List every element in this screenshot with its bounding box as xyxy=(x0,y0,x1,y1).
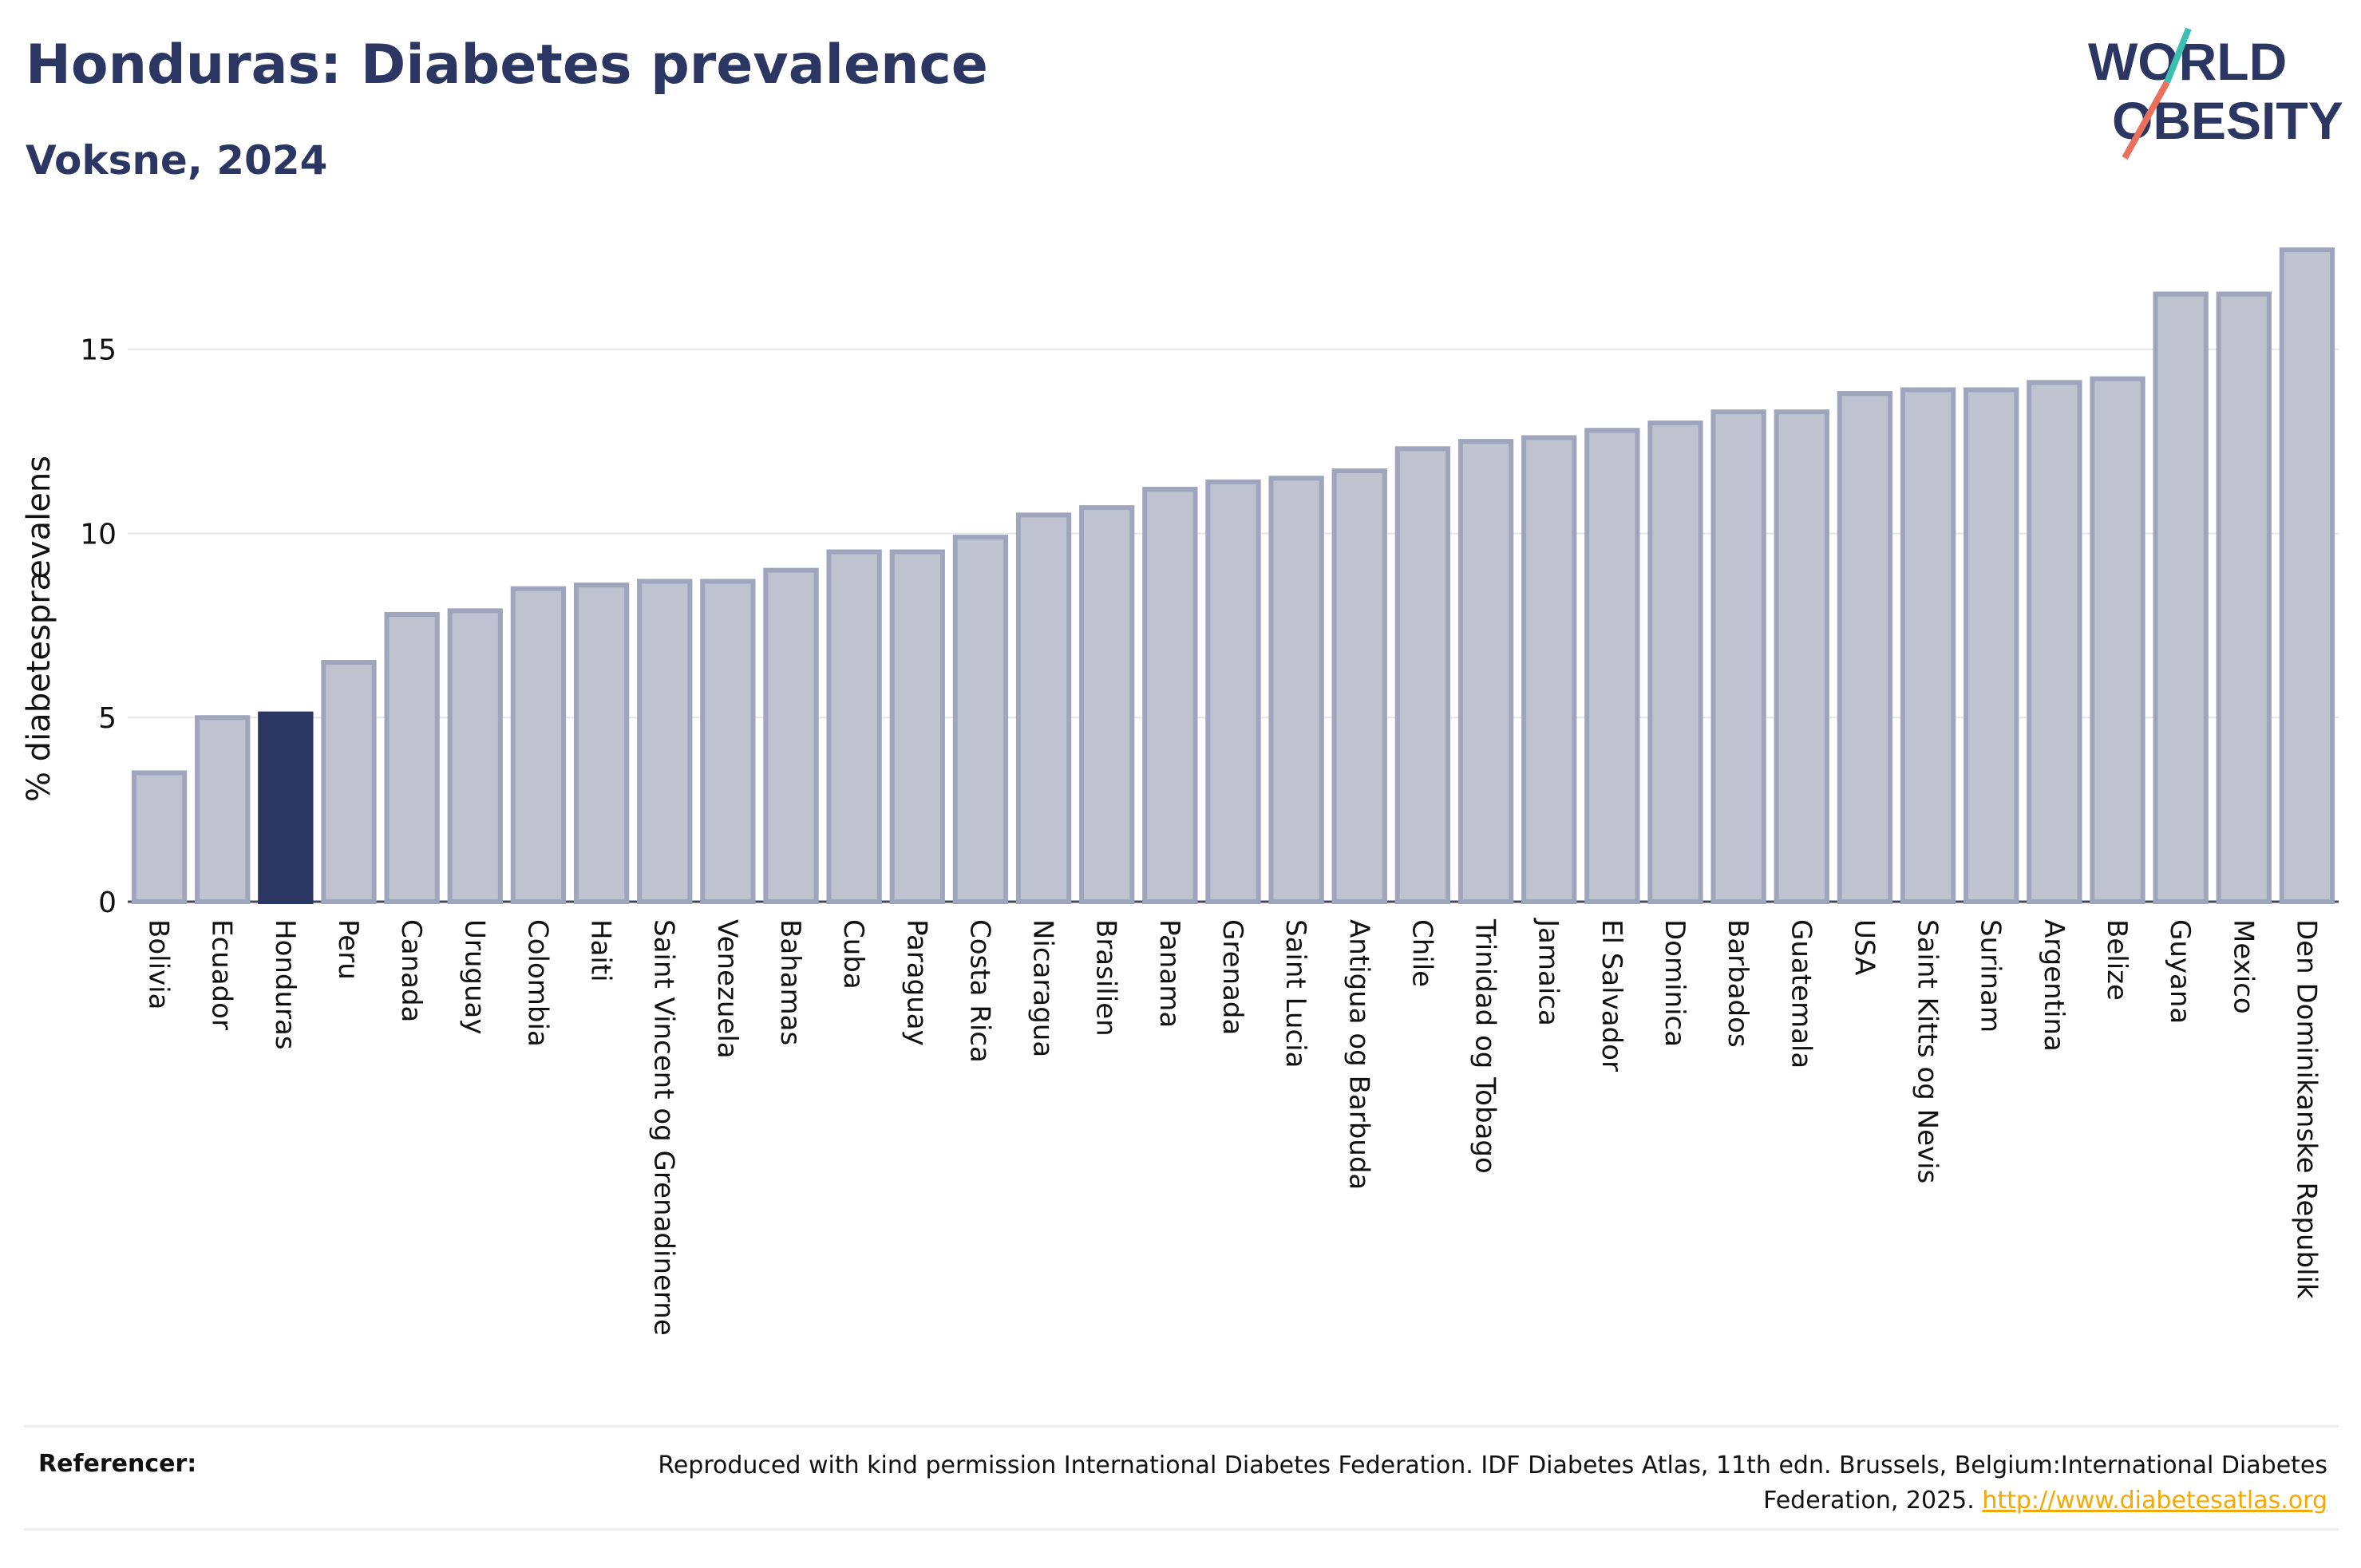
bar[interactable] xyxy=(2216,291,2272,904)
y-tick-labels: 0 5 10 15 xyxy=(80,334,117,919)
bar[interactable] xyxy=(2279,247,2335,905)
bar[interactable] xyxy=(131,770,188,905)
references-citation: Reproduced with kind permission Internat… xyxy=(658,1451,2327,1515)
bar[interactable] xyxy=(1015,512,1072,905)
x-tick-label: Uruguay xyxy=(458,919,490,1035)
x-tick-label: Mexico xyxy=(2227,919,2259,1014)
x-tick-label: Dominica xyxy=(1659,919,1691,1047)
bar[interactable] xyxy=(195,715,251,904)
x-tick-label: Den Dominikanske Republik xyxy=(2290,919,2322,1299)
bar[interactable] xyxy=(2153,291,2209,904)
references-link[interactable]: http://www.diabetesatlas.org xyxy=(1982,1487,2327,1515)
bar[interactable] xyxy=(1457,439,1514,904)
bar[interactable] xyxy=(384,612,440,904)
bar[interactable] xyxy=(889,549,945,904)
x-tick-label: Costa Rica xyxy=(963,919,995,1063)
bar[interactable] xyxy=(1268,476,1324,904)
chart-subtitle: Voksne, 2024 xyxy=(26,137,328,184)
x-tick-label: Saint Kitts og Nevis xyxy=(1912,919,1944,1183)
bar[interactable] xyxy=(1394,446,1451,904)
y-tick-label: 15 xyxy=(80,334,117,367)
y-tick-label: 10 xyxy=(80,518,117,551)
bar[interactable] xyxy=(1331,468,1387,904)
x-tick-labels: Bolivia Ecuador Honduras Peru Canada Uruguay C… xyxy=(143,918,2323,1336)
world-obesity-logo: WORLD OBESITY xyxy=(2088,27,2343,160)
bar[interactable] xyxy=(1521,435,1577,904)
bar[interactable] xyxy=(1900,387,1956,904)
bar[interactable] xyxy=(1142,487,1198,904)
bar[interactable] xyxy=(1205,479,1261,904)
bar[interactable] xyxy=(1079,505,1135,905)
x-tick-label: Jamaica xyxy=(1532,918,1564,1026)
bar[interactable] xyxy=(952,535,1009,904)
bar[interactable] xyxy=(1710,409,1766,904)
bar[interactable] xyxy=(763,567,819,904)
logo-line1: WORLD xyxy=(2088,32,2287,91)
bar-chart: Bolivia Ecuador Honduras Peru Canada Uruguay C… xyxy=(21,247,2339,1336)
bars xyxy=(131,247,2335,905)
references-label: Referencer: xyxy=(38,1450,197,1478)
x-tick-label: Saint Lucia xyxy=(1279,919,1311,1068)
logo-line2: OBESITY xyxy=(2112,91,2343,150)
x-tick-label: Canada xyxy=(395,919,427,1022)
bar[interactable] xyxy=(573,583,630,904)
x-tick-label: Chile xyxy=(1406,919,1438,987)
bar[interactable] xyxy=(1647,421,1703,904)
y-tick-label: 0 xyxy=(98,887,117,919)
x-tick-label: Belize xyxy=(2101,919,2133,1001)
x-tick-label: Guatemala xyxy=(1785,919,1817,1068)
x-tick-label: USA xyxy=(1848,919,1880,975)
references-text: Reproduced with kind permission Internat… xyxy=(611,1448,2327,1519)
x-tick-label: Grenada xyxy=(1216,919,1248,1035)
y-axis-label: % diabetesprævalens xyxy=(21,456,57,802)
bar[interactable] xyxy=(321,660,377,904)
x-tick-label: Haiti xyxy=(585,919,617,982)
x-tick-label: Saint Vincent og Grenadinerne xyxy=(648,919,680,1336)
x-tick-label: Honduras xyxy=(269,919,301,1050)
x-tick-label: Venezuela xyxy=(711,919,743,1059)
x-tick-label: Colombia xyxy=(521,919,553,1047)
x-tick-label: Panama xyxy=(1153,919,1185,1028)
x-tick-label: El Salvador xyxy=(1596,919,1627,1072)
bar[interactable] xyxy=(510,586,567,904)
logo-slash-red xyxy=(2122,81,2170,160)
x-tick-label: Ecuador xyxy=(206,919,238,1030)
chart-title: Honduras: Diabetes prevalence xyxy=(26,34,988,97)
x-tick-label: Bolivia xyxy=(143,919,175,1009)
x-tick-label: Brasilien xyxy=(1090,919,1122,1037)
logo-slash-teal xyxy=(2164,27,2192,84)
bar[interactable] xyxy=(1774,409,1829,904)
bar[interactable] xyxy=(1837,391,1893,905)
references-footer: Referencer: Reproduced with kind permiss… xyxy=(24,1425,2339,1530)
bar[interactable] xyxy=(447,608,503,905)
x-tick-label: Paraguay xyxy=(900,919,932,1046)
x-tick-label: Bahamas xyxy=(774,919,806,1045)
bar[interactable] xyxy=(826,549,882,904)
x-tick-label: Barbados xyxy=(1722,919,1754,1048)
x-tick-label: Surinam xyxy=(1975,919,2007,1033)
x-tick-label: Antigua og Barbuda xyxy=(1343,919,1374,1190)
bar[interactable] xyxy=(700,579,756,904)
bar[interactable] xyxy=(2027,380,2082,904)
x-tick-label: Trinidad og Tobago xyxy=(1469,918,1501,1174)
bar-highlighted[interactable] xyxy=(258,711,314,904)
x-tick-label: Peru xyxy=(332,919,364,980)
x-tick-label: Nicaragua xyxy=(1027,919,1059,1057)
x-tick-label: Argentina xyxy=(2038,919,2070,1052)
bar[interactable] xyxy=(1584,428,1640,904)
bar[interactable] xyxy=(2090,376,2145,905)
bar[interactable] xyxy=(1964,387,2019,904)
y-tick-label: 5 xyxy=(98,702,117,735)
x-tick-label: Cuba xyxy=(837,919,869,989)
x-tick-label: Guyana xyxy=(2164,919,2196,1024)
bar[interactable] xyxy=(637,579,693,904)
